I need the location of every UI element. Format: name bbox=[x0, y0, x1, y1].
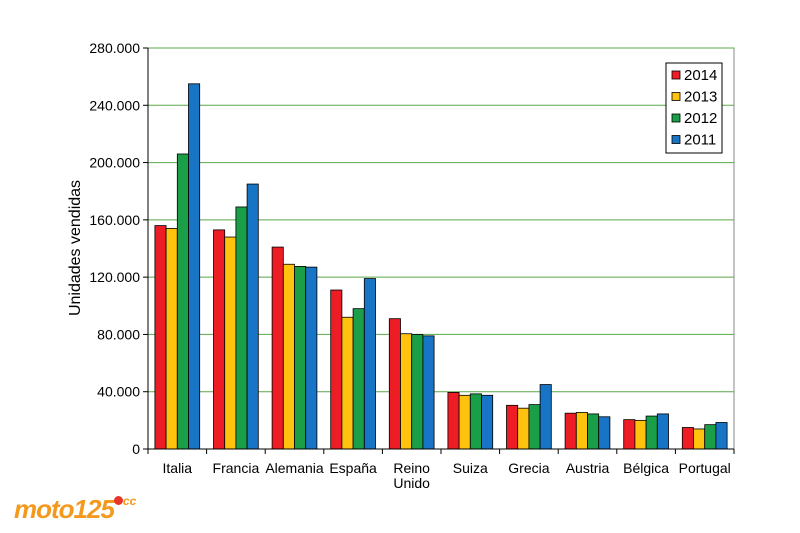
bar-2014-3 bbox=[330, 289, 343, 450]
bar-2011-5 bbox=[481, 394, 494, 450]
legend: 2014 2013 2012 2011 bbox=[665, 62, 723, 154]
y-tick-label: 240.000 bbox=[89, 97, 140, 113]
legend-label-2012: 2012 bbox=[684, 110, 717, 127]
bar-2011-3 bbox=[363, 278, 376, 450]
x-tick-label: Italia bbox=[163, 460, 193, 476]
x-tick-label: España bbox=[329, 460, 377, 476]
bar-2014-4 bbox=[388, 318, 401, 450]
logo-suffix: cc bbox=[122, 494, 137, 508]
x-tick-labels: Italia Francia Alemania España Reino Unido Sui… bbox=[163, 460, 731, 491]
bar-2011-0 bbox=[188, 83, 201, 450]
legend-swatch-2014 bbox=[671, 70, 681, 80]
bar-2013-7 bbox=[575, 412, 588, 450]
y-tick-label: 200.000 bbox=[89, 155, 140, 171]
axes bbox=[143, 47, 735, 454]
bar-2013-9 bbox=[693, 428, 706, 450]
logo-dot bbox=[113, 496, 123, 505]
x-tick-label: Austria bbox=[566, 460, 610, 476]
y-tick-label: 40.000 bbox=[97, 384, 140, 400]
bar-2011-2 bbox=[305, 266, 318, 450]
bar-2011-1 bbox=[246, 183, 259, 450]
bar-2011-7 bbox=[598, 416, 611, 450]
bar-2012-1 bbox=[235, 206, 248, 450]
x-tick-label: Grecia bbox=[508, 460, 549, 476]
bar-2014-6 bbox=[506, 404, 519, 450]
bar-2013-6 bbox=[517, 407, 530, 450]
bar-2011-8 bbox=[656, 413, 669, 450]
x-tick-label: Suiza bbox=[453, 460, 488, 476]
bar-2012-5 bbox=[469, 393, 482, 450]
bar-2013-2 bbox=[282, 263, 295, 450]
bar-2012-3 bbox=[352, 308, 365, 450]
x-tick-label: Reino Unido bbox=[393, 460, 430, 491]
bar-2014-1 bbox=[213, 229, 226, 450]
x-tick-label: Francia bbox=[213, 460, 260, 476]
bar-2014-5 bbox=[447, 392, 460, 450]
moto125-logo: moto125 cc bbox=[14, 494, 136, 524]
bar-2012-2 bbox=[294, 266, 307, 450]
bar-2013-1 bbox=[224, 236, 237, 450]
legend-label-2011: 2011 bbox=[684, 132, 716, 149]
bar-2012-9 bbox=[704, 424, 717, 450]
y-axis-title: Unidades vendidas bbox=[67, 180, 84, 316]
bar-2013-8 bbox=[634, 419, 647, 450]
bar-2014-0 bbox=[154, 225, 167, 450]
bar-2013-0 bbox=[165, 228, 178, 450]
bar-2014-7 bbox=[564, 412, 577, 450]
legend-swatch-2012 bbox=[671, 113, 681, 123]
x-tick-label: Bélgica bbox=[623, 460, 669, 476]
bar-2013-3 bbox=[341, 316, 354, 450]
bar-2013-4 bbox=[400, 333, 413, 450]
bar-2012-4 bbox=[411, 334, 424, 450]
bar-2012-0 bbox=[176, 153, 189, 450]
bar-2014-2 bbox=[271, 246, 284, 450]
bar-2013-5 bbox=[458, 394, 471, 450]
x-tick-label: Portugal bbox=[679, 460, 731, 476]
bar-2011-6 bbox=[539, 384, 552, 450]
y-tick-label: 280.000 bbox=[89, 40, 140, 56]
bar-2011-4 bbox=[422, 335, 435, 450]
logo-wordmark: moto125 bbox=[14, 494, 115, 524]
bar-2014-8 bbox=[623, 419, 636, 450]
bar-2012-6 bbox=[528, 404, 541, 450]
y-tick-labels: 0 40.000 80.000 120.000 160.000 200.000 240.00… bbox=[89, 40, 140, 457]
legend-label-2014: 2014 bbox=[684, 67, 717, 84]
bar-2011-9 bbox=[715, 422, 728, 450]
bar-2012-8 bbox=[645, 415, 658, 450]
x-tick-label: Alemania bbox=[265, 460, 324, 476]
y-tick-label: 80.000 bbox=[97, 326, 140, 342]
legend-swatch-2011 bbox=[671, 135, 681, 144]
bar-2012-7 bbox=[587, 413, 600, 450]
bar-2014-9 bbox=[681, 427, 694, 450]
legend-swatch-2013 bbox=[671, 92, 681, 101]
y-tick-label: 160.000 bbox=[89, 212, 140, 228]
y-tick-label: 120.000 bbox=[89, 269, 140, 285]
y-tick-label: 0 bbox=[132, 441, 140, 457]
legend-label-2013: 2013 bbox=[684, 89, 717, 106]
